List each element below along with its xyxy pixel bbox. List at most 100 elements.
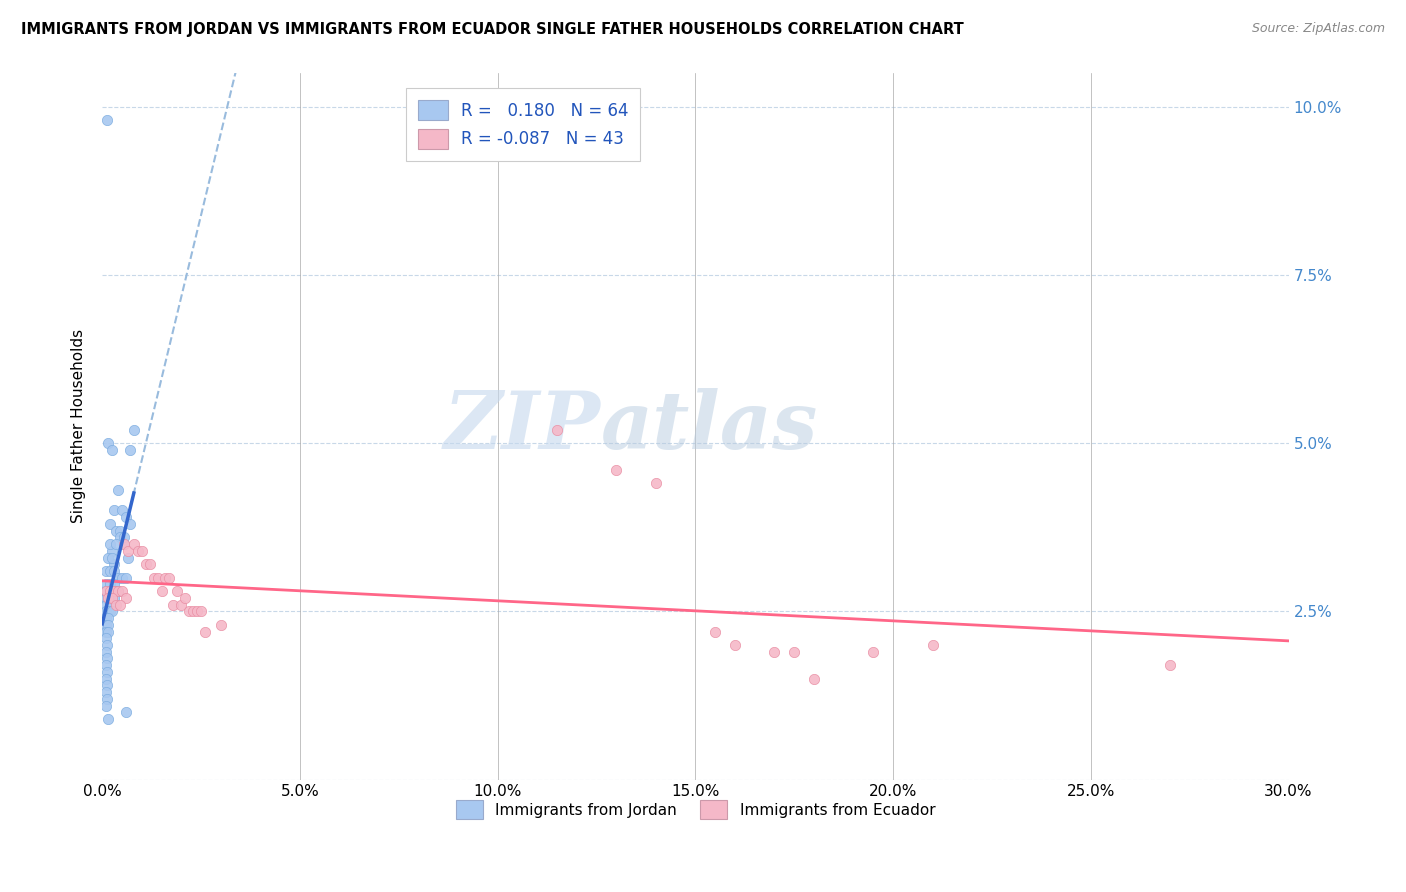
Point (97, 550, 120, 565)
Point (115, 510, 138, 524)
Point (644, 476, 666, 491)
Point (704, 624, 727, 639)
Point (159, 571, 181, 585)
Point (146, 571, 169, 585)
Point (97, 436, 120, 450)
Point (724, 638, 747, 652)
Y-axis label: Single Father Households: Single Father Households (72, 329, 86, 524)
Point (108, 530, 131, 544)
Point (107, 571, 129, 585)
Point (96, 113, 118, 128)
Point (921, 638, 943, 652)
Point (111, 571, 134, 585)
Point (111, 503, 134, 517)
Point (186, 604, 208, 618)
Point (108, 598, 131, 612)
Point (96, 577, 118, 591)
Point (96, 564, 118, 578)
Point (96, 638, 118, 652)
Point (103, 584, 125, 599)
Point (115, 706, 138, 720)
Point (103, 558, 125, 572)
Point (96, 584, 118, 599)
Point (763, 645, 786, 659)
Point (96, 665, 118, 679)
Point (97, 624, 120, 639)
Point (96, 624, 118, 639)
Point (105, 537, 128, 551)
Point (96, 591, 118, 605)
Text: IMMIGRANTS FROM JORDAN VS IMMIGRANTS FROM ECUADOR SINGLE FATHER HOUSEHOLDS CORRE: IMMIGRANTS FROM JORDAN VS IMMIGRANTS FRO… (21, 22, 965, 37)
Text: atlas: atlas (600, 387, 818, 465)
Legend: Immigrants from Jordan, Immigrants from Ecuador: Immigrants from Jordan, Immigrants from … (450, 794, 942, 825)
Point (112, 537, 135, 551)
Point (117, 543, 139, 558)
Point (103, 577, 125, 591)
Point (170, 598, 193, 612)
Point (209, 617, 232, 632)
Point (115, 591, 138, 605)
Point (96, 645, 118, 659)
Point (96, 584, 118, 599)
Point (101, 442, 124, 457)
Point (803, 672, 825, 686)
Point (105, 524, 128, 538)
Point (862, 645, 884, 659)
Point (150, 584, 173, 599)
Point (97, 617, 120, 632)
Point (122, 537, 145, 551)
Point (166, 584, 188, 599)
Point (783, 645, 806, 659)
Point (97, 712, 120, 726)
Text: ZIP: ZIP (444, 387, 600, 465)
Point (97, 611, 120, 625)
Point (98, 584, 121, 599)
Point (117, 550, 139, 565)
Point (131, 543, 153, 558)
Point (96, 598, 118, 612)
Point (101, 591, 124, 605)
Point (97, 591, 120, 605)
Point (107, 483, 129, 498)
Point (98, 604, 121, 618)
Point (179, 604, 201, 618)
Text: Source: ZipAtlas.com: Source: ZipAtlas.com (1251, 22, 1385, 36)
Point (142, 571, 165, 585)
Point (155, 571, 177, 585)
Point (98, 577, 121, 591)
Point (118, 442, 141, 457)
Point (96, 632, 118, 646)
Point (101, 604, 124, 618)
Point (127, 543, 149, 558)
Point (107, 584, 129, 599)
Point (103, 503, 125, 517)
Point (111, 584, 134, 599)
Point (98, 537, 121, 551)
Point (181, 604, 204, 618)
Point (135, 558, 157, 572)
Point (96, 685, 118, 699)
Point (101, 543, 124, 558)
Point (96, 604, 118, 618)
Point (108, 524, 131, 538)
Point (105, 598, 128, 612)
Point (101, 550, 124, 565)
Point (96, 698, 118, 713)
Point (103, 584, 125, 599)
Point (162, 598, 184, 612)
Point (122, 423, 145, 437)
Point (118, 516, 141, 531)
Point (190, 604, 212, 618)
Point (174, 591, 197, 605)
Point (96, 651, 118, 665)
Point (98, 516, 121, 531)
Point (96, 611, 118, 625)
Point (103, 564, 125, 578)
Point (115, 571, 138, 585)
Point (96, 672, 118, 686)
Point (103, 591, 125, 605)
Point (98, 564, 121, 578)
Point (107, 584, 129, 599)
Point (96, 678, 118, 692)
Point (1159, 658, 1181, 673)
